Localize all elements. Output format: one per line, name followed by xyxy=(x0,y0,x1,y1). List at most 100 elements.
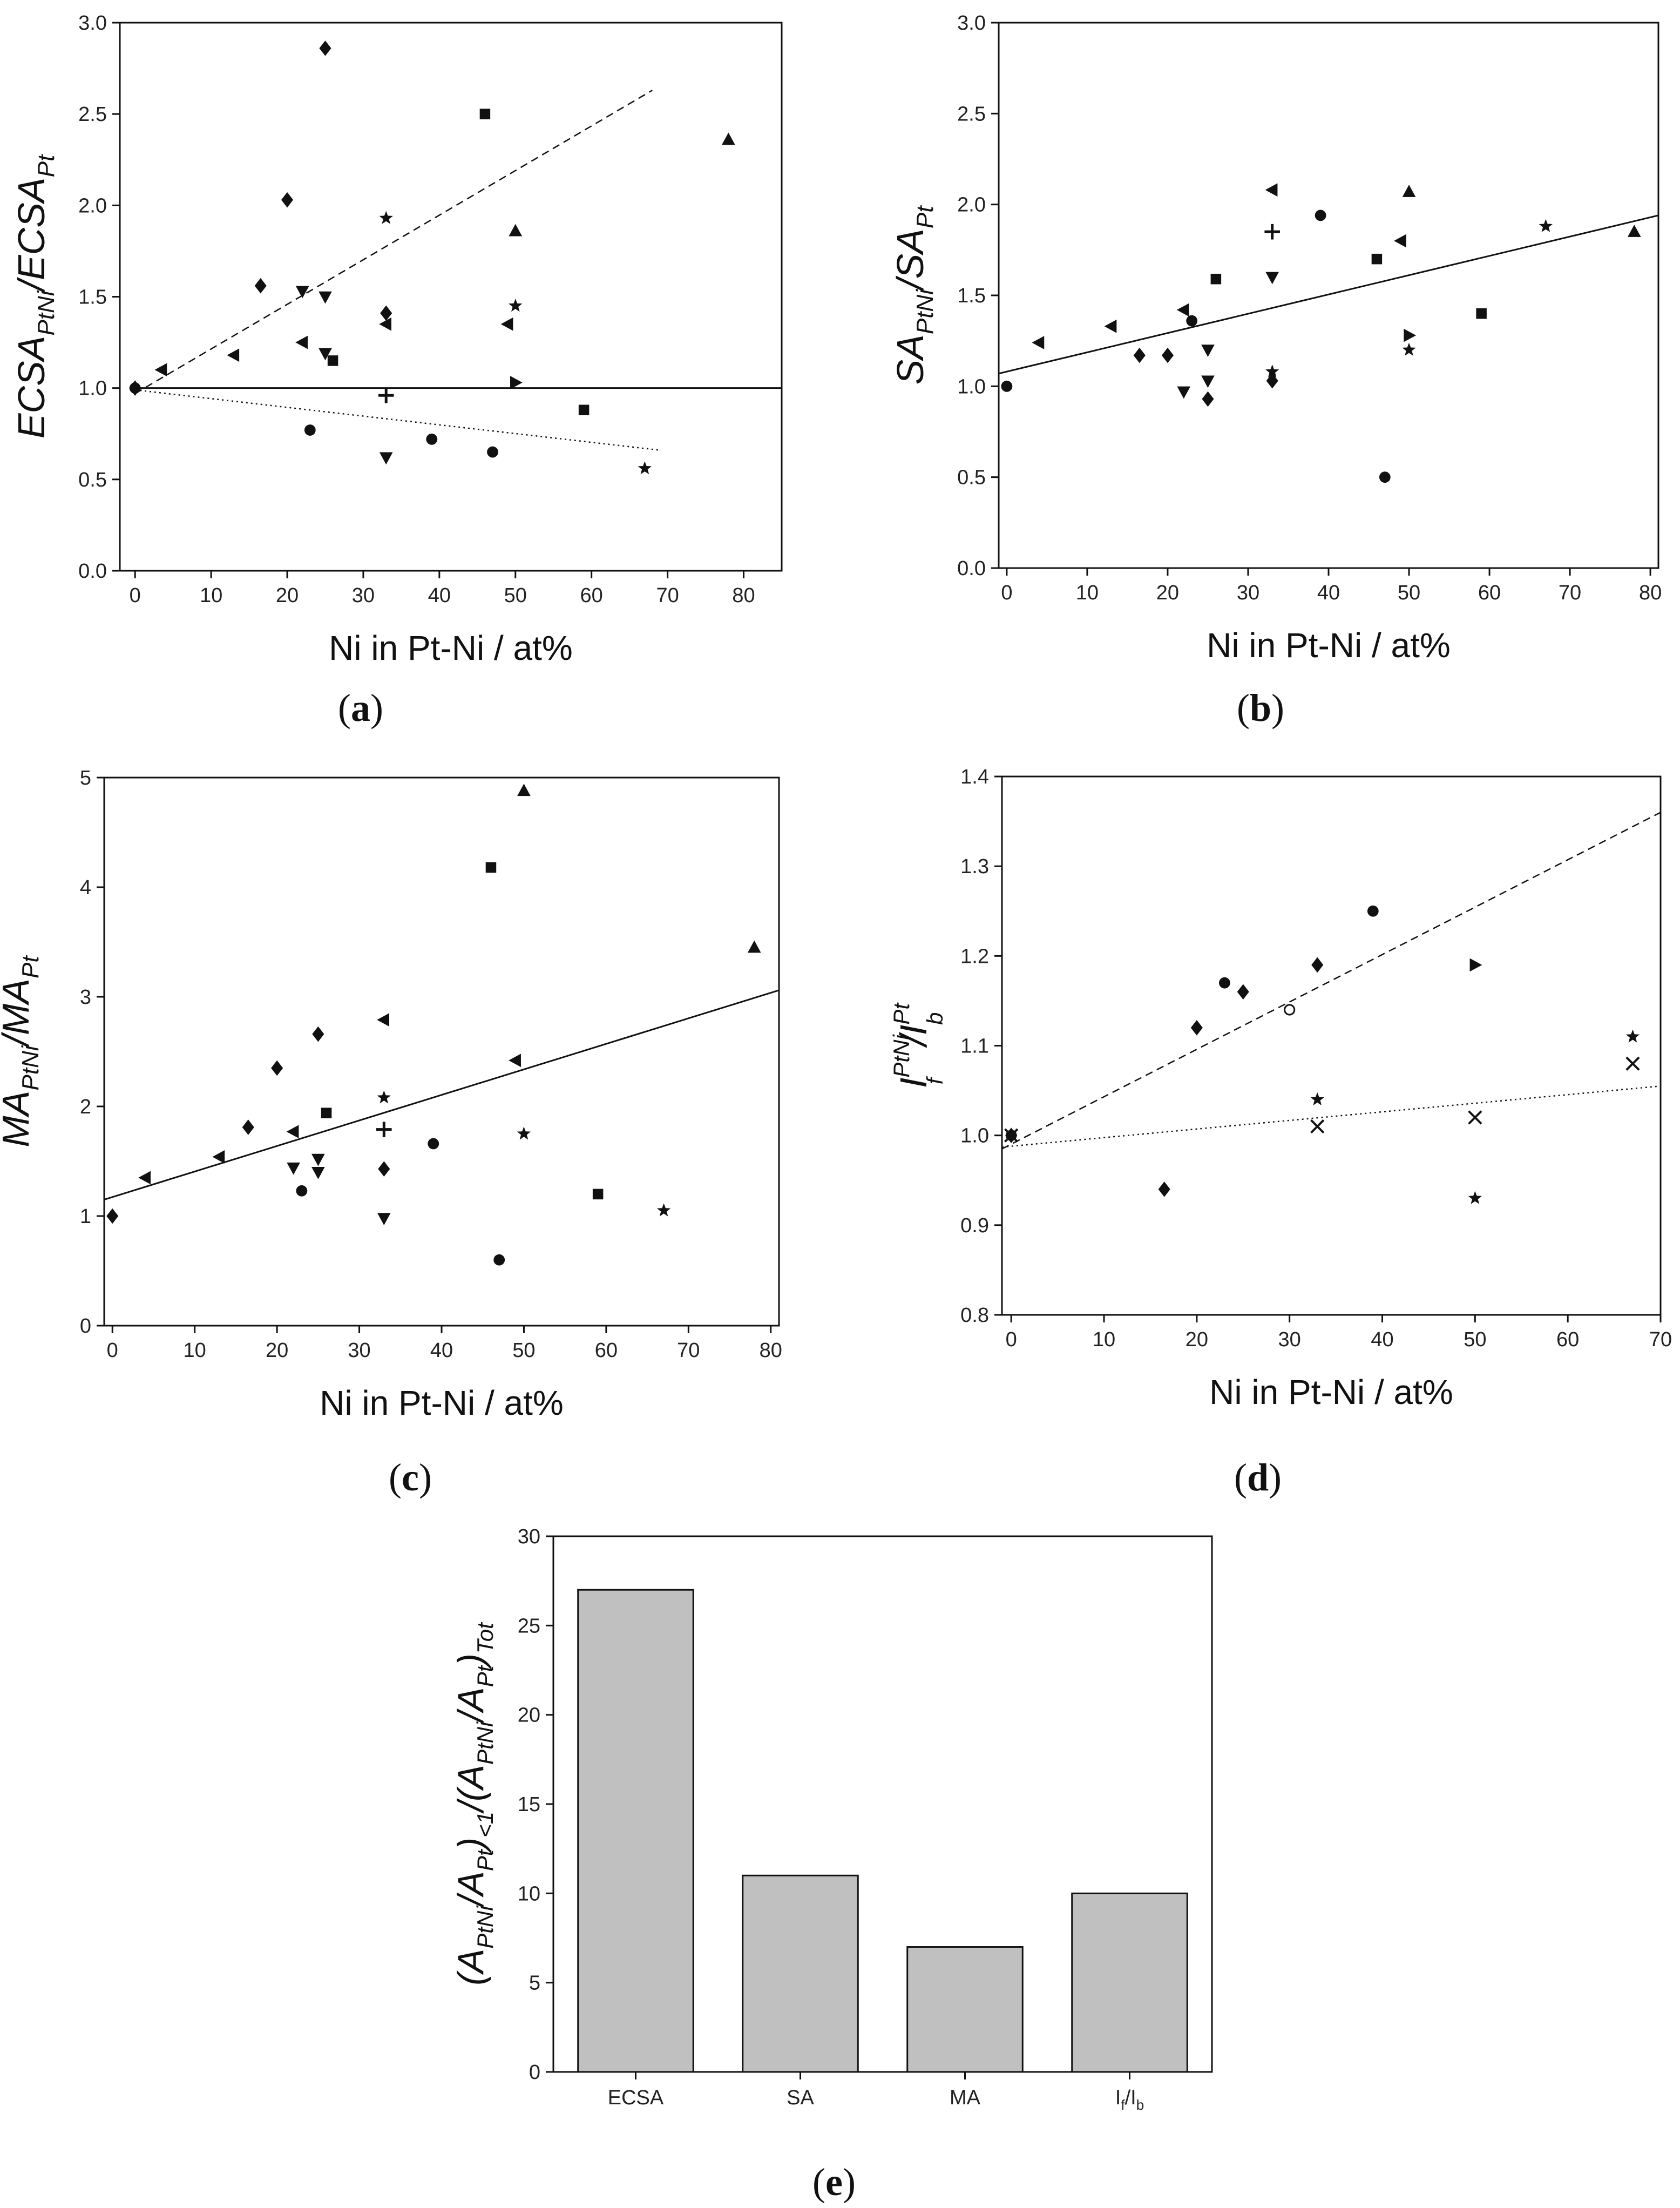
point-circle xyxy=(304,424,316,436)
point-tri-up xyxy=(509,224,523,237)
x-tick-label: 80 xyxy=(1639,582,1662,604)
point-star xyxy=(656,1203,671,1217)
panel-label: (c) xyxy=(389,1456,432,1499)
plot-frame xyxy=(998,22,1659,569)
point-tri-left xyxy=(1394,234,1406,248)
y-tick-label: 3 xyxy=(80,986,91,1009)
point-diamond xyxy=(1158,1181,1170,1197)
point-circle xyxy=(1186,315,1198,327)
y-tick-label: 1.0 xyxy=(957,375,986,398)
y-tick-label: 1.5 xyxy=(78,286,107,309)
x-tick-label: 70 xyxy=(677,1339,700,1362)
point-circle xyxy=(1315,210,1326,221)
point-tri-left xyxy=(500,317,513,331)
x-tick-label: 60 xyxy=(1556,1328,1579,1351)
panel-e-chart: 0 5 10 15 20 25 30 ECSA SA MA If/Ib (APtNi/APt)<1/(… xyxy=(450,1525,1213,2204)
y-tick-label: 4 xyxy=(80,876,91,899)
point-circle xyxy=(428,1138,439,1150)
point-circle xyxy=(426,434,438,445)
bar-ecsa xyxy=(577,1589,694,2073)
point-diamond xyxy=(1133,347,1146,363)
x-tick-label: 0 xyxy=(1006,1328,1017,1351)
point-square xyxy=(592,1189,604,1200)
point-tri-down xyxy=(1201,345,1215,357)
point-plus xyxy=(376,1122,392,1137)
y-tick-label: 0.0 xyxy=(957,557,986,580)
x-tick-label: 10 xyxy=(184,1339,206,1362)
point-tri-left xyxy=(1104,319,1117,333)
point-tri-left xyxy=(138,1171,151,1185)
point-tri-down xyxy=(319,348,332,361)
point-star xyxy=(1539,219,1553,232)
x-tick-label: 40 xyxy=(1371,1328,1393,1351)
point-diamond xyxy=(271,1060,283,1076)
x-tick-label: MA xyxy=(950,2087,981,2109)
point-square xyxy=(1371,253,1383,265)
point-plus xyxy=(378,387,394,403)
point-tri-down xyxy=(311,1167,325,1179)
y-tick-label: 0 xyxy=(80,1315,91,1338)
x-tick-label: 40 xyxy=(1317,582,1340,604)
point-tri-left xyxy=(1265,183,1278,197)
x-tick-label: 30 xyxy=(348,1339,370,1362)
y-tick-label: 5 xyxy=(529,1972,540,1995)
point-diamond xyxy=(319,40,331,56)
point-tri-left xyxy=(377,1013,390,1027)
y-tick-label: 0.9 xyxy=(960,1214,989,1237)
point-open-circle xyxy=(1284,1004,1296,1016)
point-star xyxy=(1310,1092,1324,1105)
point-star xyxy=(517,1126,531,1140)
point-tri-down xyxy=(1201,375,1215,388)
y-tick-label: 0.5 xyxy=(78,469,107,491)
x-tick-label: 40 xyxy=(430,1339,453,1362)
point-diamond xyxy=(1237,984,1249,1000)
point-star xyxy=(379,211,393,224)
y-tick-label: 10 xyxy=(518,1882,540,1905)
fit-line-dashed xyxy=(1002,812,1661,1150)
fit-line-solid xyxy=(104,989,779,1200)
fit-line-solid xyxy=(999,214,1658,375)
point-diamond xyxy=(254,278,267,294)
point-tri-left xyxy=(509,1054,521,1068)
point-tri-down xyxy=(287,1162,300,1175)
fit-line-dotted xyxy=(1002,1085,1661,1148)
point-tri-left xyxy=(227,348,240,362)
y-tick-label: 3.0 xyxy=(957,12,986,35)
point-circle xyxy=(493,1254,505,1266)
point-circle xyxy=(1367,905,1379,917)
point-square xyxy=(578,404,590,416)
point-circle xyxy=(296,1185,308,1197)
point-diamond xyxy=(281,192,294,208)
point-square xyxy=(321,1108,332,1118)
point-tri-down xyxy=(311,1153,325,1166)
x-tick-label: 20 xyxy=(1186,1328,1208,1351)
x-tick-label: 0 xyxy=(1001,582,1012,604)
plot-frame xyxy=(103,776,780,1327)
point-diamond xyxy=(1190,1019,1203,1036)
y-tick-label: 0.8 xyxy=(960,1304,989,1327)
y-tick-label: 0.5 xyxy=(957,467,986,489)
y-axis-label: MAPtNi/MAPt xyxy=(0,955,44,1147)
point-star xyxy=(1625,1029,1640,1043)
point-tri-right xyxy=(1404,328,1417,342)
y-tick-label: 2.5 xyxy=(78,103,107,126)
point-tri-down xyxy=(1265,272,1279,285)
y-tick-label: 2.0 xyxy=(78,194,107,217)
plot-frame xyxy=(119,22,783,572)
panel-c-chart: 0 10 20 30 40 50 60 70 80 0 1 2 3 4 5 Ni in Pt-Ni / at%… xyxy=(0,767,782,1499)
y-tick-label: 1.5 xyxy=(957,285,986,307)
x-axis-label: Ni in Pt-Ni / at% xyxy=(329,629,573,667)
point-square xyxy=(1476,308,1487,319)
x-tick-label: 40 xyxy=(428,584,451,607)
point-cross xyxy=(1468,1110,1482,1125)
point-diamond xyxy=(380,305,392,321)
point-tri-up xyxy=(1627,225,1641,237)
y-tick-label: 0 xyxy=(529,2061,540,2084)
x-tick-label: 0 xyxy=(130,584,141,607)
y-axis-label: SAPtNi/SAPt xyxy=(889,205,938,385)
point-star xyxy=(638,461,652,475)
point-star xyxy=(1265,364,1279,378)
y-tick-label: 15 xyxy=(518,1793,540,1816)
panel-label: (a) xyxy=(338,686,383,730)
